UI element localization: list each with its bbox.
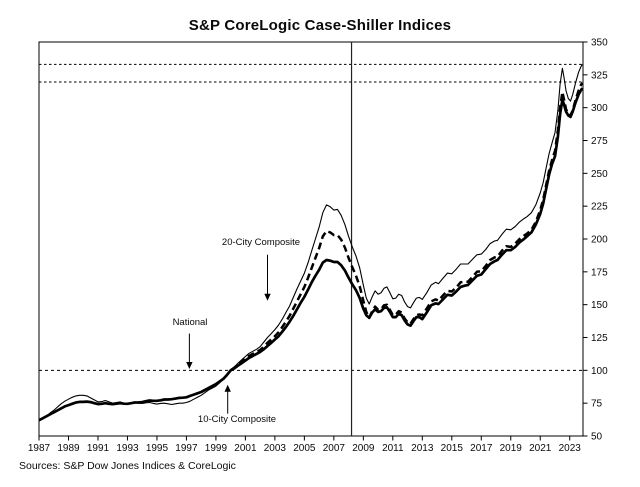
data-series-lines — [38, 64, 584, 422]
x-tick-label: 2001 — [234, 443, 257, 454]
y-tick-label: 125 — [591, 333, 608, 344]
x-tick-label: 2009 — [352, 443, 375, 454]
x-tick-label: 2017 — [470, 443, 493, 454]
x-tick-label: 1991 — [87, 443, 110, 454]
plot-border — [38, 41, 584, 437]
reference-lines — [39, 42, 583, 436]
y-tick-label: 225 — [591, 202, 608, 213]
y-axis-ticks-right: 50 75 100 125 150 175 200 225 250 275 300 325 350 — [583, 38, 608, 443]
annotation-arrowhead — [264, 293, 271, 301]
y-tick-label: 175 — [591, 267, 608, 278]
y-tick-label: 275 — [591, 136, 608, 147]
y-tick-label: 50 — [591, 432, 603, 443]
y-tick-label: 200 — [591, 235, 608, 246]
y-tick-label: 75 — [591, 399, 603, 410]
annotation-national: National — [172, 317, 208, 328]
y-tick-label: 325 — [591, 70, 608, 81]
source-note: Sources: S&P Dow Jones Indices & CoreLog… — [19, 460, 236, 472]
x-tick-label: 2003 — [264, 443, 287, 454]
x-tick-label: 1999 — [205, 443, 228, 454]
x-tick-label: 2007 — [323, 443, 346, 454]
x-tick-label: 2023 — [559, 443, 582, 454]
annotation-arrowhead — [186, 362, 193, 370]
series-line-national — [38, 87, 584, 422]
x-tick-label: 2013 — [411, 443, 434, 454]
x-tick-label: 2011 — [382, 443, 404, 454]
x-tick-label: 2019 — [500, 443, 523, 454]
series-line-20-city-composite — [229, 82, 584, 372]
x-tick-label: 1997 — [175, 443, 198, 454]
x-tick-label: 2015 — [441, 443, 464, 454]
y-tick-label: 100 — [591, 366, 608, 377]
x-axis-ticks: 1987 1989 1991 1993 1995 1997 1999 2001 2003 2005… — [28, 436, 581, 454]
x-tick-label: 1989 — [57, 443, 80, 454]
x-tick-label: 2005 — [293, 443, 316, 454]
x-tick-label: 1993 — [116, 443, 139, 454]
plot-frame — [38, 41, 584, 437]
annotation-20-city-composite: 20-City Composite — [221, 237, 301, 248]
series-line-10-city-composite — [38, 64, 583, 422]
x-tick-label: 2021 — [529, 443, 552, 454]
annotation-arrows — [186, 254, 271, 414]
x-tick-label: 1987 — [28, 443, 51, 454]
annotation-arrowhead — [224, 384, 231, 392]
annotation-10-city-composite: 10-City Composite — [197, 414, 277, 425]
chart-title: S&P CoreLogic Case-Shiller Indices — [188, 17, 452, 34]
x-tick-label: 1995 — [146, 443, 169, 454]
y-tick-label: 150 — [591, 300, 608, 311]
y-tick-label: 250 — [591, 169, 608, 180]
y-tick-label: 300 — [591, 103, 608, 114]
y-tick-label: 350 — [591, 38, 608, 49]
